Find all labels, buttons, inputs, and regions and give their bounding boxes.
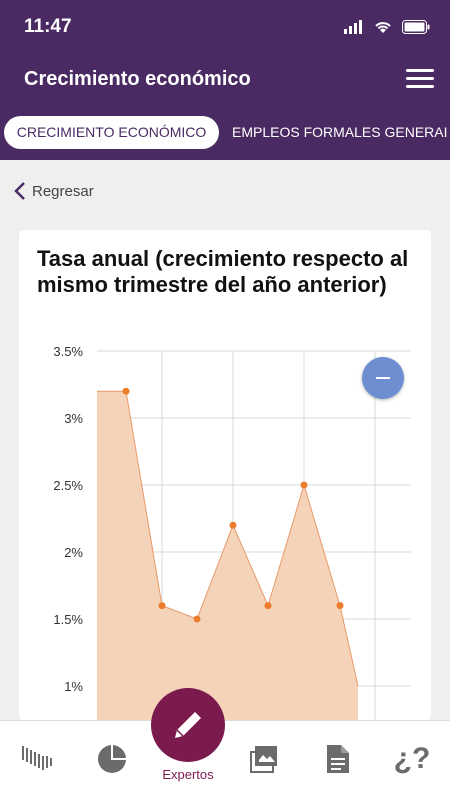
experts-button[interactable] (151, 688, 225, 762)
hamburger-icon (406, 69, 434, 72)
status-time: 11:47 (24, 16, 72, 37)
document-icon (327, 745, 349, 773)
nav-gallery[interactable] (244, 739, 284, 779)
pie-chart-icon (98, 745, 126, 773)
y-tick-label: 3% (64, 411, 83, 426)
help-icon: ¿? (393, 742, 431, 775)
area-fill (97, 391, 358, 720)
nav-document[interactable] (318, 739, 358, 779)
bottom-nav: ¿? (0, 720, 450, 800)
tab-bar: CRECIMIENTO ECONÓMICO EMPLEOS FORMALES G… (0, 105, 450, 160)
experts-label: Expertos (162, 767, 214, 782)
nav-pie[interactable] (92, 739, 132, 779)
data-point (122, 387, 130, 395)
area-chart: 3.5% 3% 2.5% 2% 1.5% 1% (53, 344, 411, 720)
data-point (300, 481, 308, 489)
y-tick-label: 1% (64, 679, 83, 694)
app-header: Crecimiento económico (0, 55, 450, 105)
y-tick-label: 2% (64, 545, 83, 560)
y-tick-label: 1.5% (53, 612, 83, 627)
chevron-left-icon (14, 182, 25, 200)
data-point (193, 615, 201, 623)
data-point (264, 602, 272, 610)
chart-title: Tasa anual (crecimiento respecto al mism… (37, 246, 409, 297)
menu-button[interactable] (406, 69, 434, 89)
tab-crecimiento-economico[interactable]: CRECIMIENTO ECONÓMICO (4, 116, 219, 149)
signal-icon (344, 20, 362, 34)
data-point (336, 602, 344, 610)
data-point (229, 521, 237, 529)
back-label: Regresar (32, 182, 94, 200)
tab-empleos-formales[interactable]: EMPLEOS FORMALES GENERAI (232, 124, 448, 140)
minus-icon (376, 377, 390, 379)
y-tick-label: 3.5% (53, 344, 83, 359)
wifi-icon (375, 22, 391, 33)
nav-indicators[interactable] (18, 739, 58, 779)
data-point (158, 602, 166, 610)
page-title: Crecimiento económico (24, 68, 251, 90)
back-button[interactable]: Regresar (14, 182, 94, 200)
status-icons (344, 20, 430, 34)
main-content: Regresar Tasa anual (crecimiento respect… (0, 160, 450, 720)
gallery-icon (250, 746, 277, 773)
chart-bars-icon (22, 746, 52, 770)
nav-help[interactable]: ¿? (392, 739, 432, 779)
y-tick-label: 2.5% (53, 478, 83, 493)
battery-icon (402, 20, 430, 34)
pencil-icon (175, 712, 201, 738)
zoom-out-button[interactable] (362, 357, 404, 399)
chart-card: Tasa anual (crecimiento respecto al mism… (19, 230, 431, 720)
status-bar: 11:47 (0, 0, 450, 55)
